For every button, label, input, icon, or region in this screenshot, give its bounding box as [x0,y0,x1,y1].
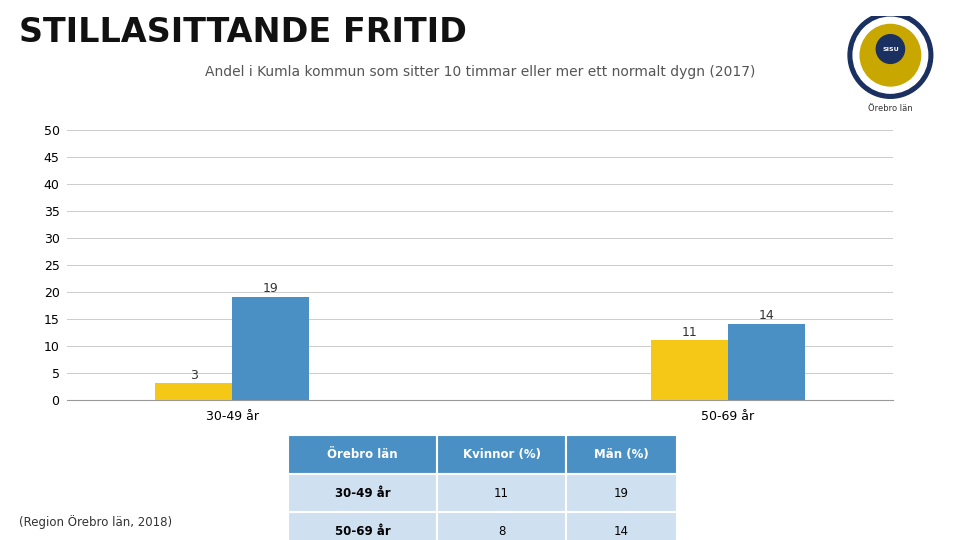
Text: 8: 8 [498,525,505,538]
Bar [651,340,728,400]
Text: SISU: SISU [882,46,899,51]
Legend: Kvinnor, Män: Kvinnor, Män [416,441,544,463]
Circle shape [853,17,927,93]
Circle shape [848,12,933,98]
Text: Örebro län: Örebro län [327,448,397,461]
Text: Örebro län: Örebro län [868,104,913,113]
Text: 14: 14 [758,309,774,322]
Text: 11: 11 [682,326,697,339]
Text: 3: 3 [190,369,198,382]
Text: 14: 14 [614,525,629,538]
Text: Kvinnor (%): Kvinnor (%) [463,448,540,461]
Text: 19: 19 [263,282,278,295]
Bar [728,324,804,400]
Text: Andel i Kumla kommun som sitter 10 timmar eller mer ett normalt dygn (2017): Andel i Kumla kommun som sitter 10 timma… [204,65,756,79]
Bar [232,297,309,400]
Text: 30-49 år: 30-49 år [335,487,390,500]
Text: Män (%): Män (%) [594,448,649,461]
Text: 19: 19 [614,487,629,500]
Bar [156,383,232,400]
Circle shape [876,35,904,63]
Text: (Region Örebro län, 2018): (Region Örebro län, 2018) [19,515,173,529]
Text: 11: 11 [494,487,509,500]
Circle shape [860,24,921,86]
Text: 50-69 år: 50-69 år [334,525,391,538]
Text: STILLASITTANDE FRITID: STILLASITTANDE FRITID [19,16,468,49]
